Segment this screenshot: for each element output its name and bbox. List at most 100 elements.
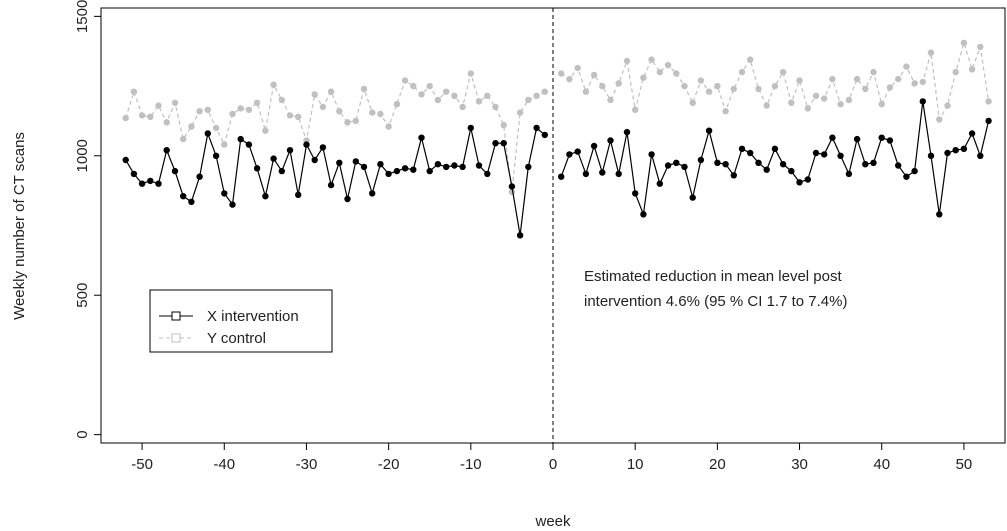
- data-point-x-intervention: [582, 170, 590, 178]
- data-point-x-intervention: [180, 193, 187, 200]
- data-point-y-control: [426, 82, 433, 90]
- data-point-x-intervention: [122, 156, 129, 164]
- data-point-y-control: [829, 75, 836, 83]
- data-point-x-intervention: [171, 167, 179, 175]
- data-point-x-intervention: [229, 201, 236, 208]
- legend-marker-y: [171, 333, 181, 343]
- data-point-y-control: [286, 112, 294, 119]
- y-tick-label: 1500: [74, 0, 91, 33]
- data-point-x-intervention: [607, 137, 614, 144]
- data-point-x-intervention: [196, 173, 203, 180]
- data-point-x-intervention: [311, 156, 318, 164]
- data-point-x-intervention: [648, 151, 655, 158]
- data-point-x-intervention: [212, 152, 220, 159]
- data-point-x-intervention: [401, 165, 409, 172]
- data-point-y-control: [862, 85, 869, 93]
- data-point-y-control: [188, 123, 195, 130]
- data-point-x-intervention: [730, 172, 737, 179]
- data-point-x-intervention: [303, 141, 310, 148]
- x-tick-label: 20: [709, 456, 726, 473]
- data-point-y-control: [673, 70, 680, 77]
- data-point-y-control: [944, 102, 951, 109]
- data-point-x-intervention: [516, 232, 524, 239]
- data-point-y-control: [689, 99, 696, 107]
- data-point-y-control: [352, 117, 359, 125]
- data-point-x-intervention: [319, 144, 327, 151]
- data-point-x-intervention: [845, 170, 853, 178]
- data-point-y-control: [533, 92, 540, 100]
- data-point-y-control: [295, 113, 302, 121]
- data-point-x-intervention: [673, 159, 680, 166]
- data-point-y-control: [656, 68, 663, 76]
- data-point-x-intervention: [705, 127, 713, 134]
- data-point-y-control: [410, 82, 417, 90]
- data-point-x-intervention: [919, 98, 926, 105]
- data-point-y-control: [788, 99, 795, 107]
- data-point-y-control: [393, 101, 401, 108]
- data-point-y-control: [319, 103, 327, 111]
- data-point-x-intervention: [788, 167, 795, 175]
- data-point-x-intervention: [369, 190, 376, 197]
- data-point-x-intervention: [245, 141, 253, 148]
- data-point-y-control: [977, 43, 984, 51]
- data-point-y-control: [155, 102, 162, 109]
- data-point-x-intervention: [640, 211, 647, 218]
- data-point-x-intervention: [985, 117, 992, 125]
- data-point-x-intervention: [377, 161, 384, 168]
- data-point-y-control: [574, 64, 581, 72]
- data-point-x-intervention: [681, 163, 688, 171]
- series-line-x-intervention: [560, 101, 990, 217]
- data-point-x-intervention: [295, 191, 302, 198]
- x-axis: -50 -40 -30 -20 -10 0 10 20 30 40 50: [131, 443, 972, 473]
- data-point-y-control: [385, 123, 392, 130]
- data-point-x-intervention: [385, 170, 392, 178]
- data-point-y-control: [253, 99, 261, 107]
- data-point-x-intervention: [237, 135, 244, 143]
- data-point-y-control: [845, 96, 853, 104]
- legend-label-y: Y control: [207, 330, 266, 347]
- data-point-y-control: [738, 68, 746, 76]
- data-point-y-control: [229, 110, 236, 118]
- data-point-y-control: [771, 82, 779, 90]
- data-point-y-control: [722, 108, 729, 115]
- data-point-x-intervention: [418, 134, 425, 141]
- data-point-x-intervention: [352, 158, 359, 165]
- data-point-y-control: [903, 63, 910, 70]
- data-point-x-intervention: [804, 176, 811, 183]
- data-point-x-intervention: [862, 161, 869, 168]
- data-point-y-control: [516, 109, 524, 116]
- data-point-y-control: [467, 70, 474, 77]
- data-point-y-control: [582, 88, 590, 95]
- data-point-y-control: [212, 124, 220, 132]
- y-axis: 0 500 1000 1500: [74, 0, 101, 439]
- data-point-y-control: [985, 98, 992, 105]
- data-point-x-intervention: [632, 190, 639, 197]
- data-point-x-intervention: [886, 137, 894, 144]
- data-point-x-intervention: [903, 173, 910, 180]
- data-point-y-control: [434, 96, 442, 104]
- data-point-x-intervention: [360, 163, 368, 171]
- data-point-x-intervention: [812, 149, 820, 157]
- data-point-y-control: [632, 106, 639, 114]
- x-axis-title: week: [534, 513, 571, 530]
- data-point-x-intervention: [558, 173, 565, 180]
- data-point-y-control: [730, 85, 737, 93]
- data-point-x-intervention: [755, 159, 762, 166]
- x-tick-label: 0: [549, 456, 557, 473]
- data-point-x-intervention: [796, 179, 803, 186]
- data-point-x-intervention: [410, 166, 417, 173]
- data-point-x-intervention: [574, 148, 581, 155]
- data-point-x-intervention: [870, 159, 877, 166]
- data-point-y-control: [459, 103, 466, 111]
- data-point-y-control: [418, 91, 425, 98]
- legend-item-y: Y control: [159, 330, 266, 347]
- data-point-x-intervention: [927, 152, 935, 159]
- data-point-x-intervention: [434, 161, 442, 168]
- data-point-y-control: [262, 127, 269, 134]
- data-point-x-intervention: [188, 198, 195, 205]
- data-point-y-control: [968, 66, 976, 73]
- series-line-x-intervention: [125, 126, 546, 236]
- annotation-line-2: intervention 4.6% (95 % CI 1.7 to 7.4%): [584, 293, 847, 310]
- data-point-y-control: [221, 141, 228, 148]
- x-tick-label: 50: [956, 456, 973, 473]
